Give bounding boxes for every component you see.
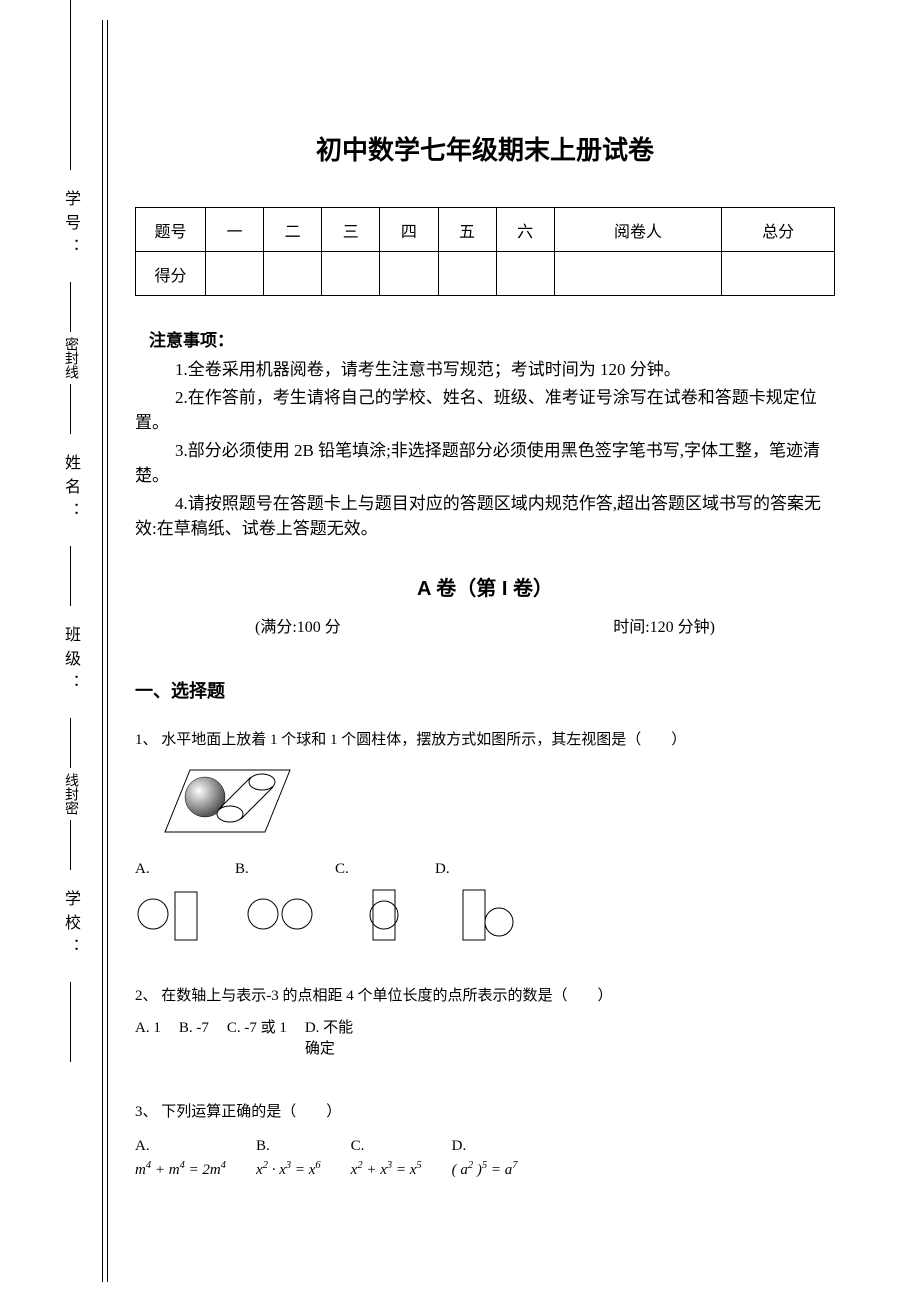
binding-line [70,0,71,170]
score-cell [380,252,438,296]
q1-option-labels: A. B. C. D. [135,861,835,878]
notice-item: 3.部分必须使用 2B 铅笔填涂;非选择题部分必须使用黑色签字笔书写,字体工整，… [135,438,835,489]
option-c-label: C. [351,1138,365,1154]
time-limit: 时间:120 分钟) [613,613,715,637]
option-b-label: B. [235,861,295,878]
table-score-row: 得分 [136,252,835,296]
class-label: 班级： [58,626,82,698]
option-d-label: D. [452,1138,467,1154]
score-cell [496,252,554,296]
table-header: 五 [438,208,496,252]
option-c: C. -7 或 1 [227,1018,287,1060]
section-heading: 一、选择题 [135,677,835,703]
table-header: 总分 [722,208,835,252]
notice-item: 1.全卷采用机器阅卷，请考生注意书写规范；考试时间为 120 分钟。 [135,357,835,383]
binding-line [70,384,71,434]
binding-line [70,282,71,332]
page-content: 初中数学七年级期末上册试卷 题号 一 二 三 四 五 六 阅卷人 总分 得分 注… [135,130,835,1182]
q1-opt-d-figure [455,884,525,944]
binding-double-line [102,20,108,1282]
table-header: 阅卷人 [554,208,721,252]
score-cell [722,252,835,296]
q1-opt-c-figure [355,884,415,944]
full-marks: (满分:100 分 [255,613,341,637]
name-label: 姓名： [58,454,82,526]
exam-title: 初中数学七年级期末上册试卷 [135,130,835,167]
option-a: A. m4 + m4 = 2m4 [135,1134,226,1182]
section-a-info: (满分:100 分 时间:120 分钟) [135,613,835,637]
question-3: 3、 下列运算正确的是（ ） [135,1100,835,1124]
seal-line-text: 线封密 [60,773,80,815]
score-cell [554,252,721,296]
binding-margin: 学号： 密封线 姓名： 班级： 线封密 学校： [40,0,100,1302]
option-a: A. 1 [135,1018,161,1060]
q1-opt-a-figure [135,884,205,944]
q1-opt-b-figure [245,884,315,944]
option-c-formula: x2 + x3 = x5 [351,1162,422,1178]
notice-title: 注意事项： [135,326,835,351]
student-id-label: 学号： [58,190,82,262]
q1-option-figures [135,884,835,944]
table-header: 二 [264,208,322,252]
score-table: 题号 一 二 三 四 五 六 阅卷人 总分 得分 [135,207,835,296]
option-a-label: A. [135,1138,150,1154]
school-label: 学校： [58,890,82,962]
seal-line-text: 密封线 [60,337,80,379]
q1-main-figure [135,762,295,842]
table-header: 四 [380,208,438,252]
question-2: 2、 在数轴上与表示-3 的点相距 4 个单位长度的点所表示的数是（ ） [135,984,835,1008]
option-b-label: B. [256,1138,270,1154]
table-header: 一 [206,208,264,252]
option-c: C. x2 + x3 = x5 [351,1134,422,1182]
binding-line [70,718,71,768]
binding-line [70,546,71,606]
section-a-heading: A 卷（第 I 卷） [135,572,835,601]
score-cell [206,252,264,296]
table-header: 六 [496,208,554,252]
option-b-formula: x2 · x3 = x6 [256,1162,321,1178]
question-1: 1、 水平地面上放着 1 个球和 1 个圆柱体，摆放方式如图所示，其左视图是（ … [135,728,835,752]
option-a-label: A. [135,861,195,878]
table-header-row: 题号 一 二 三 四 五 六 阅卷人 总分 [136,208,835,252]
notice-item: 2.在作答前，考生请将自己的学校、姓名、班级、准考证号涂写在试卷和答题卡规定位置… [135,385,835,436]
option-d-formula: ( a2 )5 = a7 [452,1162,518,1178]
option-a-formula: m4 + m4 = 2m4 [135,1162,226,1178]
table-header: 题号 [136,208,206,252]
table-header: 三 [322,208,380,252]
option-b: B. -7 [179,1018,209,1060]
q1-figure [135,762,835,847]
option-c-label: C. [335,861,395,878]
option-d: D. ( a2 )5 = a7 [452,1134,518,1182]
score-cell [438,252,496,296]
option-b: B. x2 · x3 = x6 [256,1134,321,1182]
score-cell [322,252,380,296]
q2-options: A. 1 B. -7 C. -7 或 1 D. 不能确定 [135,1018,835,1060]
table-row-label: 得分 [136,252,206,296]
q3-options: A. m4 + m4 = 2m4 B. x2 · x3 = x6 C. x2 +… [135,1134,835,1182]
score-cell [264,252,322,296]
binding-line [70,820,71,870]
binding-line [70,982,71,1062]
notice-item: 4.请按照题号在答题卡上与题目对应的答题区域内规范作答,超出答题区域书写的答案无… [135,491,835,542]
option-d-label: D. [435,861,495,878]
option-d: D. 不能确定 [305,1018,365,1060]
